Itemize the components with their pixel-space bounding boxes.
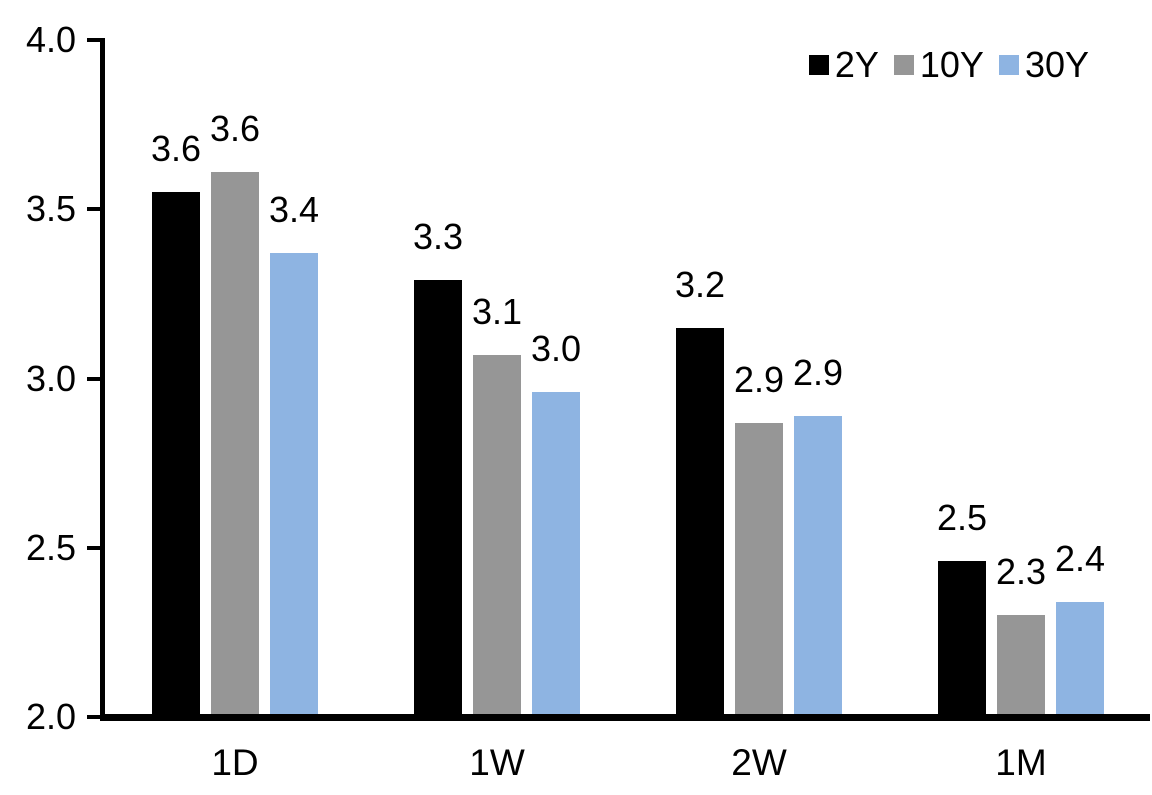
- bar-value-label: 2.5: [936, 497, 988, 539]
- y-axis-tick: [87, 545, 101, 550]
- legend-entry-10y: 10Y: [893, 44, 984, 85]
- y-axis-tick-label: 2.5: [25, 526, 76, 568]
- legend: 2Y 10Y 30Y: [808, 44, 1089, 85]
- bar-value-label: 3.1: [471, 290, 523, 332]
- legend-swatch-icon: [998, 55, 1019, 75]
- bar-30y-1d: [270, 253, 318, 717]
- bar-value-label: 3.6: [150, 128, 202, 170]
- bar-value-label: 3.0: [530, 328, 582, 370]
- legend-swatch-icon: [893, 55, 914, 75]
- bar-value-label: 2.9: [792, 351, 844, 393]
- bar-2y-1m: [938, 561, 986, 717]
- bar-10y-1m: [997, 615, 1045, 717]
- bar-2y-1d: [152, 192, 200, 717]
- y-axis-tick-label: 4.0: [25, 19, 76, 60]
- bar-value-label: 3.2: [674, 263, 726, 305]
- bar-value-label: 2.3: [995, 551, 1047, 593]
- bar-2y-2w: [676, 327, 724, 717]
- x-axis-category-label: 1M: [995, 742, 1047, 783]
- y-axis-tick: [87, 38, 101, 42]
- bar-30y-1m: [1056, 601, 1104, 717]
- y-axis-tick: [87, 207, 101, 212]
- bar-value-label: 3.4: [268, 189, 320, 231]
- bar-value-label: 2.4: [1054, 537, 1106, 579]
- bar-value-label: 2.9: [733, 358, 785, 400]
- x-axis-category-label: 1D: [211, 742, 259, 783]
- y-axis-tick-label: 3.0: [25, 357, 76, 399]
- y-axis-tick-label: 3.5: [25, 188, 76, 230]
- legend-label: 2Y: [834, 44, 879, 85]
- x-axis-category-label: 2W: [731, 742, 787, 783]
- legend-label: 10Y: [919, 44, 984, 85]
- y-axis-tick: [87, 715, 101, 719]
- bar-value-label: 3.6: [209, 108, 261, 149]
- legend-swatch-icon: [808, 55, 829, 75]
- bar-10y-1w: [473, 354, 521, 717]
- legend-entry-2y: 2Y: [808, 44, 879, 85]
- y-axis-tick: [87, 376, 101, 381]
- legend-label: 30Y: [1024, 44, 1089, 85]
- bar-30y-2w: [794, 415, 842, 717]
- x-axis-line: [100, 714, 1150, 721]
- bar-value-label: 3.3: [412, 216, 464, 258]
- bar-2y-1w: [414, 280, 462, 717]
- bar-10y-2w: [735, 422, 783, 717]
- bar-30y-1w: [532, 392, 580, 717]
- x-axis-category-label: 1W: [469, 742, 525, 783]
- y-axis-tick-label: 2.0: [25, 696, 76, 737]
- y-axis-line: [100, 38, 105, 721]
- legend-entry-30y: 30Y: [998, 44, 1089, 85]
- bar-10y-1d: [211, 172, 259, 717]
